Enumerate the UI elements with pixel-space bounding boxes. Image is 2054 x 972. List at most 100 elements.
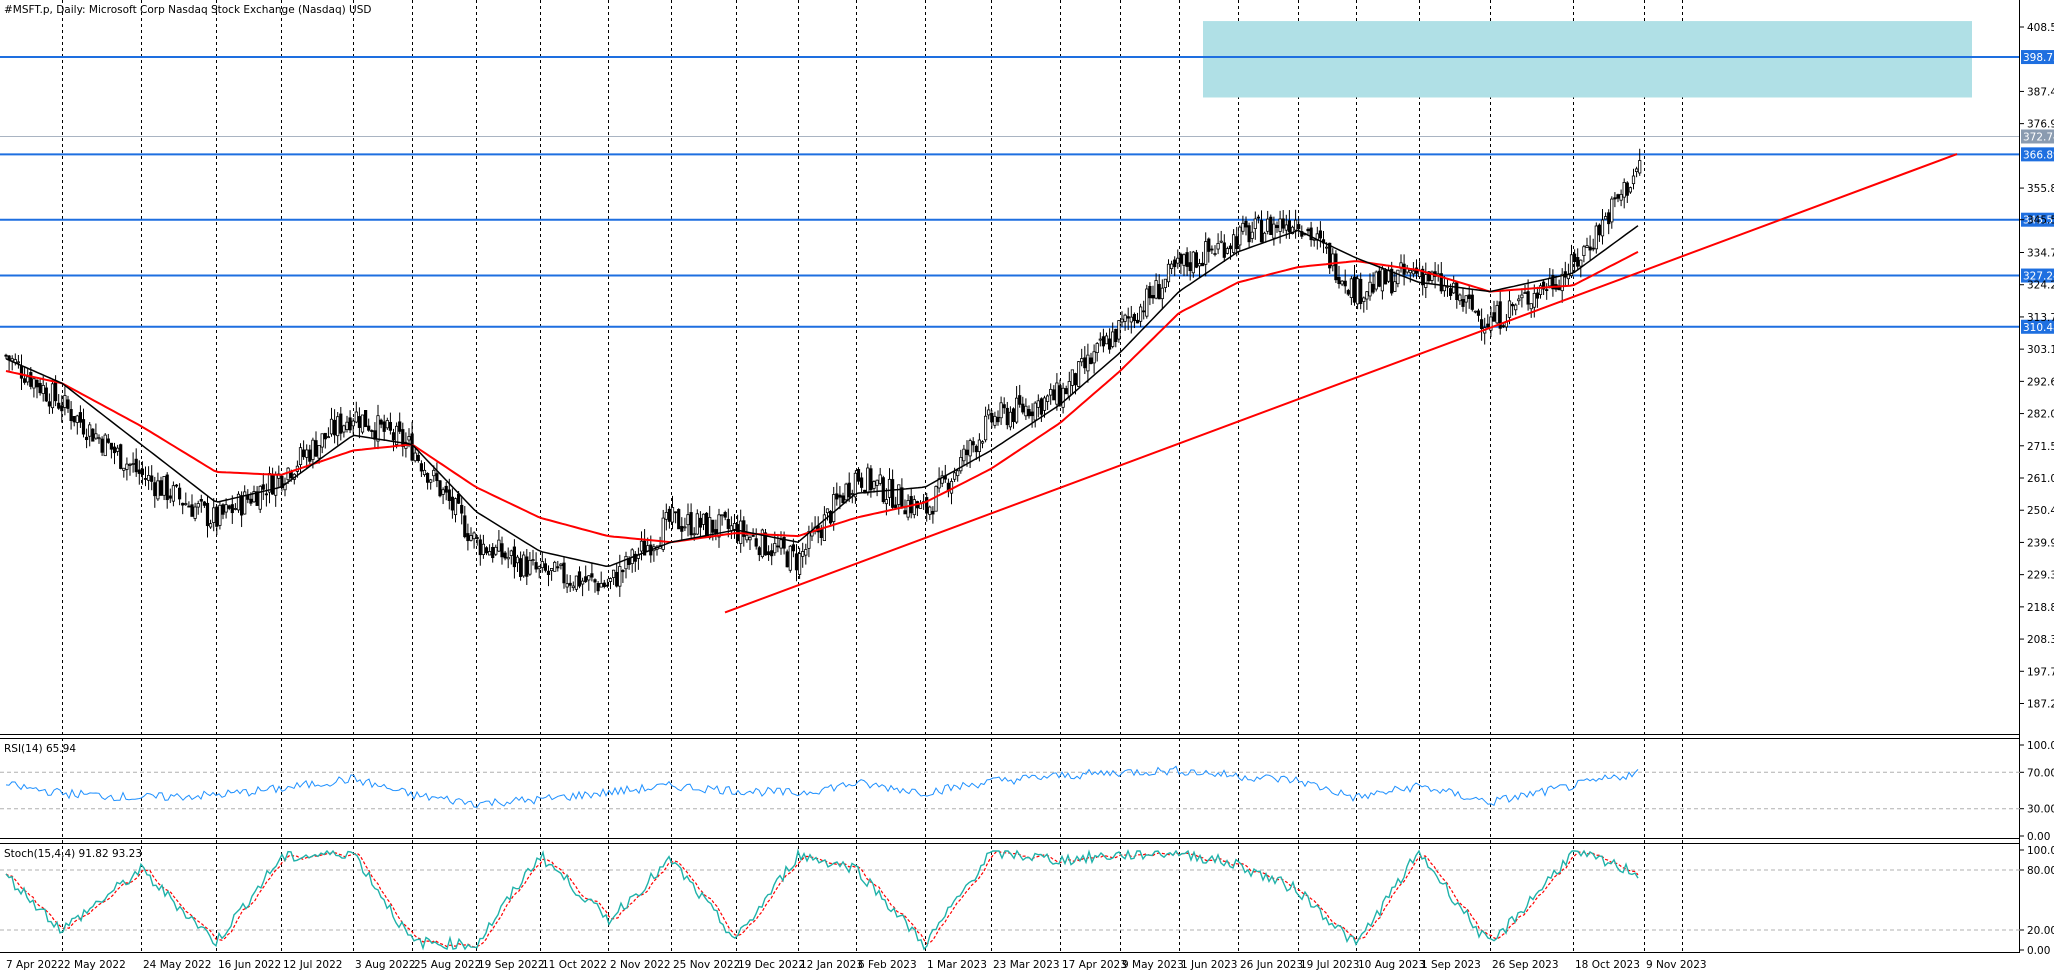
candle-body xyxy=(168,495,172,499)
candle-body xyxy=(602,582,606,587)
candle-body xyxy=(1018,395,1022,405)
candle-body xyxy=(1464,295,1468,303)
candle-body xyxy=(162,476,166,496)
candle-body xyxy=(887,478,892,498)
candle-body xyxy=(1170,263,1174,269)
candle-body xyxy=(308,449,312,462)
candle-body xyxy=(85,436,89,441)
candle-body xyxy=(1495,305,1499,324)
candle-body xyxy=(466,533,470,542)
candle-body xyxy=(1551,275,1555,290)
candle-body xyxy=(370,430,374,432)
candle-body xyxy=(732,523,737,530)
candle-body xyxy=(1033,402,1037,421)
candle-body xyxy=(512,546,517,568)
candle-body xyxy=(388,421,393,431)
x-tick-label: 11 Oct 2022 xyxy=(542,959,607,971)
y-tick-label: 408.56 xyxy=(2027,22,2054,34)
candle-body xyxy=(224,504,228,513)
rsi-title: RSI(14) 65.94 xyxy=(4,743,76,755)
candle-body xyxy=(1359,278,1363,304)
candle-body xyxy=(798,553,802,575)
candle-body xyxy=(1058,385,1062,406)
candle-body xyxy=(912,499,916,516)
x-tick-label: 1 Sep 2023 xyxy=(1421,959,1481,971)
candle-body xyxy=(1148,286,1152,299)
candle-body xyxy=(1204,241,1208,265)
candle-body xyxy=(475,537,479,539)
candle-body xyxy=(1294,219,1298,231)
candle-body xyxy=(122,467,126,471)
candle-body xyxy=(1402,263,1406,275)
candle-body xyxy=(643,540,647,556)
candle-body xyxy=(422,469,427,476)
candle-body xyxy=(568,582,572,586)
candle-body xyxy=(1213,253,1217,255)
candle-body xyxy=(119,444,123,469)
candle-body xyxy=(205,502,210,527)
candle-body xyxy=(695,513,699,535)
y-tick-label: 376.94 xyxy=(2027,119,2054,131)
candle-body xyxy=(1232,234,1236,253)
candle-body xyxy=(463,515,467,538)
x-tick-label: 26 Jun 2023 xyxy=(1240,959,1303,971)
candle-body xyxy=(683,526,687,529)
candle-body xyxy=(1600,219,1605,237)
candle-body xyxy=(1610,198,1614,223)
candle-body xyxy=(1191,251,1195,274)
x-tick-label: 1 Jun 2023 xyxy=(1181,959,1237,971)
x-tick-label: 16 Jun 2022 xyxy=(218,959,281,971)
candle-body xyxy=(363,410,368,428)
candle-body xyxy=(1266,218,1270,232)
candle-body xyxy=(487,551,492,556)
x-tick-label: 19 Sep 2022 xyxy=(478,959,545,971)
candle-body xyxy=(181,502,185,506)
candle-body xyxy=(450,496,455,511)
candle-body xyxy=(202,501,206,506)
x-tick-label: 19 Dec 2022 xyxy=(738,959,805,971)
candle-body xyxy=(367,425,371,431)
candle-body xyxy=(66,399,70,409)
candle-body xyxy=(1253,218,1257,229)
candle-body xyxy=(106,438,110,443)
candle-body xyxy=(928,506,932,515)
candle-body xyxy=(956,470,960,477)
candle-body xyxy=(1077,361,1081,387)
candle-body xyxy=(193,506,197,519)
stoch-main-line xyxy=(5,848,1639,951)
candle-body xyxy=(996,416,1000,423)
candle-body xyxy=(770,550,774,557)
candle-body xyxy=(1576,257,1580,267)
candle-body xyxy=(342,425,346,433)
candle-body xyxy=(872,481,876,489)
candle-body xyxy=(1529,303,1533,310)
candle-body xyxy=(298,447,303,466)
candle-body xyxy=(1089,357,1093,364)
candle-body xyxy=(844,483,848,501)
candle-body xyxy=(1424,274,1428,288)
candle-body xyxy=(1520,294,1524,299)
candle-body xyxy=(270,474,275,495)
candle-body xyxy=(1343,280,1347,287)
candle-body xyxy=(435,473,439,482)
candle-body xyxy=(261,484,265,490)
candle-body xyxy=(174,484,179,487)
rsi-guides: 100.00 70.00 30.00 0.00 xyxy=(0,740,2054,843)
candle-body xyxy=(1278,218,1282,232)
candle-body xyxy=(1002,404,1006,409)
y-tick-label: 208.30 xyxy=(2027,634,2054,646)
candle-body xyxy=(212,507,216,523)
candle-body xyxy=(131,463,135,465)
candle-body xyxy=(1139,306,1143,322)
candle-body xyxy=(1325,246,1329,249)
candle-body xyxy=(987,409,991,416)
candle-body xyxy=(1114,328,1118,343)
candle-body xyxy=(717,514,721,538)
candle-body xyxy=(1151,295,1155,299)
candle-body xyxy=(348,417,352,431)
trendline xyxy=(724,153,1958,614)
time-axis-labels: 7 Apr 2022 2 May 2022 24 May 2022 16 Jun 20… xyxy=(6,959,1707,971)
candle-body xyxy=(615,571,619,587)
candle-body xyxy=(137,469,141,474)
candle-body xyxy=(1449,288,1453,296)
